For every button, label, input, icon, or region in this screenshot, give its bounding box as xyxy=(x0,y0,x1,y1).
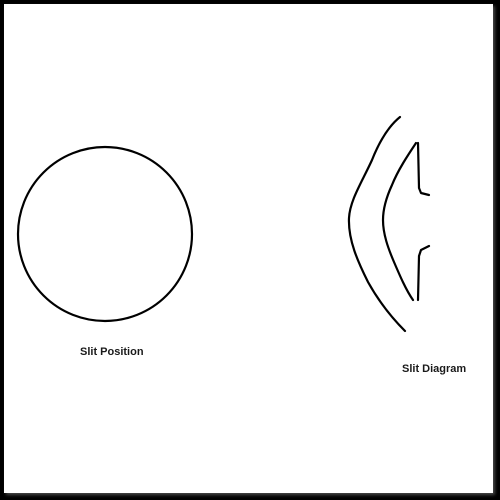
slit-position-label: Slit Position xyxy=(80,346,144,358)
drawing-canvas xyxy=(4,4,493,493)
slit-position-circle xyxy=(16,145,194,323)
slit-back-edge-upper xyxy=(416,141,431,197)
slit-back-edge-lower xyxy=(416,244,431,302)
slit-diagram-label: Slit Diagram xyxy=(402,363,467,375)
slit-outer-arc xyxy=(347,115,407,333)
slit-inner-chevron xyxy=(381,141,418,302)
